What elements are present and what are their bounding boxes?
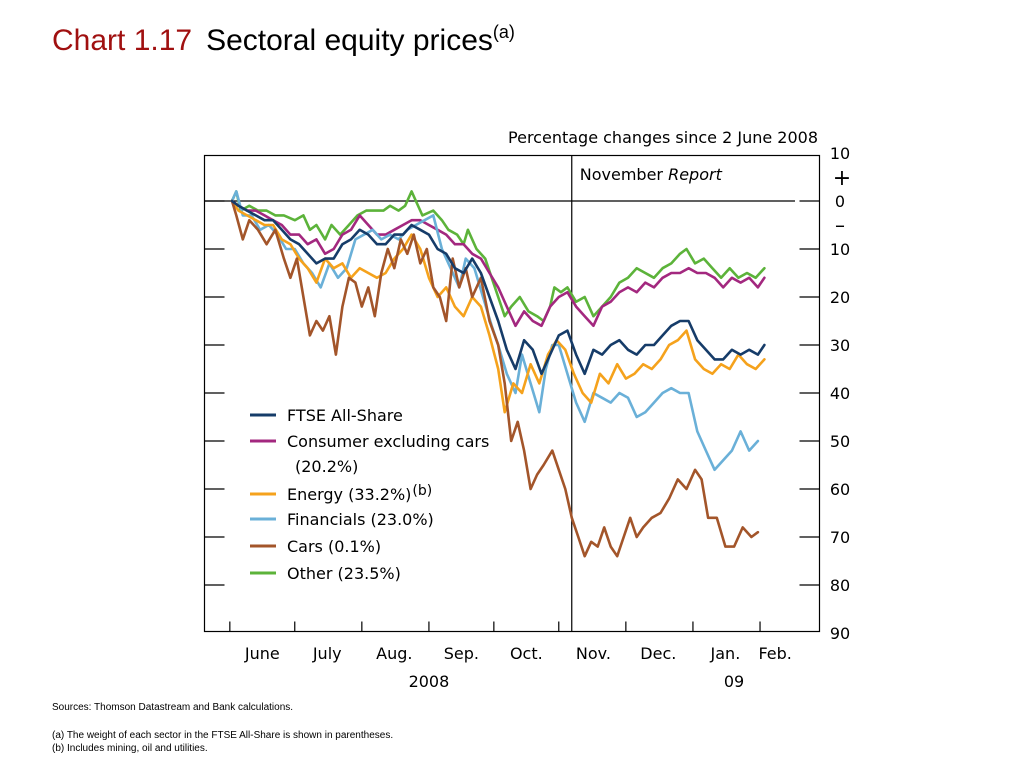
line-chart: Percentage changes since 2 June 2008 10 0… [203,128,851,691]
y-axis-minus-sign: – [835,213,845,237]
series-line-ftse-all-share [230,199,766,376]
x-tick-label: Dec. [640,644,676,663]
x-year-label: 09 [724,672,744,691]
chart-title-text: Sectoral equity prices [206,24,493,57]
x-tick-label: Aug. [376,644,412,663]
legend-label: Energy (33.2%) [287,485,411,504]
y-axis-plus-sign: + [833,166,851,191]
report-label-italic: Report [668,165,722,184]
x-tick-label: Oct. [510,644,543,663]
y-tick-label: 50 [830,432,850,451]
series-line-energy [230,199,766,414]
legend-footnote-marker: (b) [412,483,432,499]
y-tick-label: 10 [830,144,850,163]
series-lines [230,190,766,558]
x-tick-label: Sep. [444,644,479,663]
chart-subtitle: Percentage changes since 2 June 2008 [508,128,818,147]
legend: FTSE All-Share Consumer excluding cars (20… [250,406,489,583]
x-year-label: 2008 [409,672,450,691]
report-marker: November Report [571,155,723,632]
x-tick-label: Jan. [710,644,741,663]
legend-label: Consumer excluding cars [287,432,489,451]
legend-label-line2: (20.2%) [295,457,358,476]
legend-label: FTSE All-Share [287,406,403,425]
y-tick-label: 70 [830,528,850,547]
x-tick-label: July [312,644,342,663]
chart-number: Chart 1.17 [52,24,193,57]
title-footnote-marker: (a) [492,22,515,42]
legend-label: Other (23.5%) [287,564,401,583]
y-tick-label: 30 [830,336,850,355]
y-tick-label: 20 [830,288,850,307]
x-tick-label: Nov. [576,644,611,663]
plot-frame [203,154,821,633]
y-tick-label: 10 [830,240,850,259]
legend-label: Financials (23.0%) [287,510,434,529]
y-tick-label: 0 [835,192,845,211]
y-axis: 10 0 10 20 30 40 50 60 70 80 90 + – [204,144,851,643]
y-tick-label: 40 [830,384,850,403]
report-label: November Report [580,165,723,184]
y-tick-label: 90 [830,624,850,643]
footnote-b: (b) Includes mining, oil and utilities. [52,743,208,754]
x-axis: June July Aug. Sep. Oct. Nov. Dec. Jan. Feb. 2008… [229,621,792,691]
footnote-a: (a) The weight of each sector in the FTS… [52,730,394,741]
y-tick-label: 60 [830,480,850,499]
series-line-cars [230,199,760,558]
slide-title: Chart 1.17 Sectoral equity prices(a) [52,22,515,58]
sources-note: Sources: Thomson Datastream and Bank cal… [52,702,294,713]
series-line-consumer-excluding-cars [230,199,766,328]
legend-label: Cars (0.1%) [287,537,381,556]
report-label-plain: November [580,165,664,184]
series-line-other [230,190,766,323]
x-tick-label: Feb. [758,644,791,663]
y-tick-label: 80 [830,576,850,595]
x-tick-label: June [244,644,280,663]
